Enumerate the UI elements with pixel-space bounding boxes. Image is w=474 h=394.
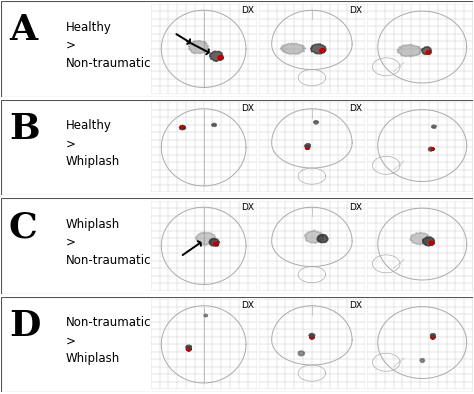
- Polygon shape: [214, 242, 219, 246]
- Polygon shape: [210, 51, 223, 61]
- Polygon shape: [422, 237, 435, 246]
- Polygon shape: [179, 125, 186, 130]
- Polygon shape: [428, 147, 433, 151]
- Polygon shape: [397, 45, 421, 57]
- Text: A: A: [9, 13, 37, 47]
- Text: Healthy
>
Whiplash: Healthy > Whiplash: [66, 119, 120, 168]
- Polygon shape: [305, 143, 310, 147]
- Polygon shape: [212, 123, 217, 126]
- Text: Whiplash
>
Non-traumatic: Whiplash > Non-traumatic: [66, 218, 152, 267]
- Polygon shape: [429, 241, 434, 245]
- Text: D: D: [9, 309, 40, 343]
- Polygon shape: [298, 351, 305, 356]
- Text: DX: DX: [349, 301, 362, 310]
- Text: C: C: [9, 210, 37, 244]
- Polygon shape: [310, 335, 314, 339]
- Polygon shape: [426, 50, 431, 54]
- Polygon shape: [196, 232, 216, 245]
- Text: DX: DX: [241, 104, 254, 113]
- Polygon shape: [430, 334, 436, 337]
- Polygon shape: [320, 48, 325, 53]
- Polygon shape: [204, 314, 208, 317]
- Text: B: B: [9, 112, 39, 146]
- Polygon shape: [420, 359, 425, 362]
- Text: Non-traumatic
>
Whiplash: Non-traumatic > Whiplash: [66, 316, 152, 365]
- Polygon shape: [304, 230, 324, 243]
- Polygon shape: [430, 335, 435, 339]
- Polygon shape: [314, 121, 319, 124]
- Polygon shape: [410, 232, 430, 245]
- Text: DX: DX: [349, 104, 362, 113]
- Polygon shape: [317, 234, 328, 243]
- Text: DX: DX: [349, 6, 362, 15]
- Polygon shape: [181, 126, 184, 129]
- Text: DX: DX: [349, 203, 362, 212]
- Polygon shape: [218, 56, 223, 60]
- Polygon shape: [188, 41, 209, 54]
- Polygon shape: [431, 148, 434, 151]
- Polygon shape: [432, 125, 436, 128]
- Polygon shape: [186, 347, 191, 351]
- Polygon shape: [186, 345, 191, 349]
- Text: DX: DX: [241, 301, 254, 310]
- Polygon shape: [422, 46, 431, 54]
- Polygon shape: [209, 238, 219, 246]
- Polygon shape: [310, 44, 326, 54]
- Polygon shape: [305, 145, 310, 149]
- Text: DX: DX: [241, 6, 254, 15]
- Text: DX: DX: [241, 203, 254, 212]
- Polygon shape: [309, 333, 315, 337]
- Text: Healthy
>
Non-traumatic: Healthy > Non-traumatic: [66, 21, 152, 70]
- Polygon shape: [281, 43, 305, 54]
